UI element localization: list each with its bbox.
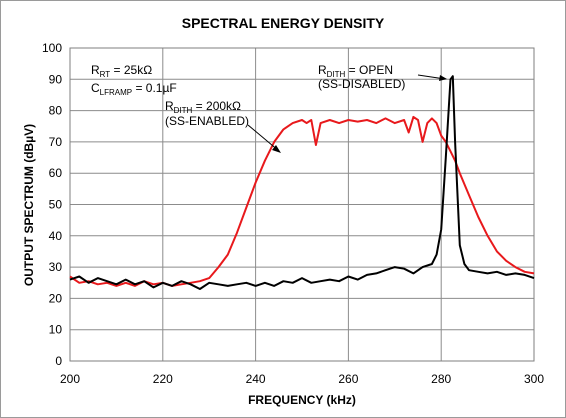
annotation-ss-disabled: (SS-DISABLED) — [318, 77, 405, 91]
y-tick-label: 0 — [55, 354, 62, 368]
y-tick-label: 20 — [49, 291, 63, 305]
y-tick-label: 50 — [49, 198, 63, 212]
y-tick-label: 80 — [49, 104, 63, 118]
x-tick-label: 300 — [524, 372, 544, 386]
y-tick-label: 60 — [49, 166, 63, 180]
y-tick-label: 100 — [42, 41, 62, 55]
x-tick-labels: 200 220 240 260 280 300 — [60, 372, 544, 386]
y-tick-label: 30 — [49, 260, 63, 274]
annotation-ss-enabled: (SS-ENABLED) — [165, 114, 249, 128]
arrow-dith-open-head — [439, 75, 447, 81]
arrow-dith-200k-head — [272, 145, 281, 153]
y-tick-label: 90 — [49, 72, 63, 86]
y-tick-label: 40 — [49, 229, 63, 243]
plot-area-border — [69, 47, 535, 362]
annotation-rdith-200k: RDITH = 200kΩ — [165, 99, 241, 115]
y-axis-label: OUTPUT SPECTRUM (dBµV) — [22, 124, 36, 286]
y-tick-label: 10 — [49, 323, 63, 337]
series-line-black — [69, 75, 535, 290]
x-tick-label: 200 — [60, 372, 80, 386]
annotation-clframp: CLFRAMP = 0.1µF — [91, 81, 177, 97]
annotation-rrt: RRT = 25kΩ — [91, 63, 152, 79]
x-tick-label: 240 — [246, 372, 266, 386]
x-tick-label: 260 — [338, 372, 358, 386]
x-tick-label: 280 — [431, 372, 451, 386]
y-tick-label: 70 — [49, 135, 63, 149]
x-tick-label: 220 — [153, 372, 173, 386]
annotation-rdith-open: RDITH = OPEN — [318, 63, 393, 79]
arrow-dith-200k — [247, 124, 280, 152]
series-group — [69, 75, 535, 290]
x-axis-label: FREQUENCY (kHz) — [248, 393, 356, 407]
y-tick-labels: 0 10 20 30 40 50 60 70 80 90 100 — [42, 41, 62, 368]
chart-title: SPECTRAL ENERGY DENSITY — [182, 15, 385, 31]
